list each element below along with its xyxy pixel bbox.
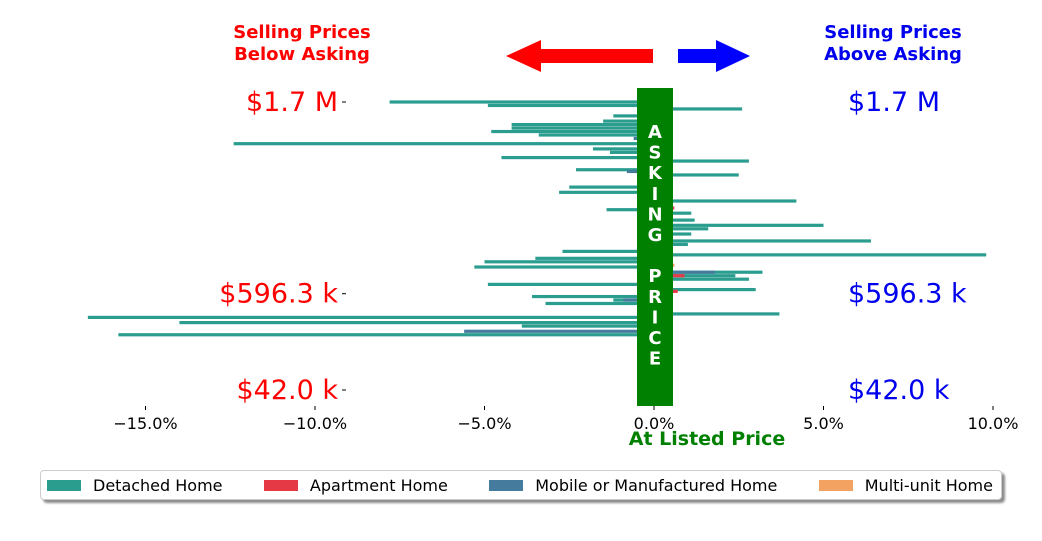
bar [87,315,655,319]
legend-swatch [818,479,853,491]
bar [511,122,654,127]
legend-item: Detached Home [47,476,223,495]
legend-swatch [263,479,298,491]
y-tick-label-right: $1.7 M [848,87,940,118]
bar [569,185,654,189]
left-header-line: Selling Prices [233,22,370,43]
bar [576,168,654,172]
x-tick-label: −15.0% [113,414,177,433]
bar [233,142,654,146]
bar [609,150,654,154]
left-header-line: Below Asking [234,44,370,65]
y-tick-label-left: $42.0 k [236,375,338,406]
x-tick-label: −5.0% [457,414,511,433]
asking-price-bar [637,88,673,406]
y-tick-label-left: $596.3 k [219,279,338,310]
bar [487,282,654,286]
bar [654,253,987,257]
legend-label: Apartment Home [309,475,448,495]
bar [654,274,736,278]
bar [606,208,654,212]
bars-group [87,100,987,337]
bar [474,265,654,269]
legend-swatch [489,479,524,491]
y-tick-label-right: $42.0 k [848,375,950,406]
bar [654,287,756,292]
bar [654,159,749,163]
x-tick-label: 0.0% [634,414,675,433]
legend-item: Multi-unit Home [818,475,993,495]
direction-arrows [506,40,750,72]
bar [464,329,654,333]
bar [654,107,743,111]
bar [562,249,654,253]
bar [545,301,654,306]
bar [487,103,654,108]
bar [484,260,654,264]
legend-swatch [47,479,81,491]
right-header-line: Selling Prices [824,22,961,43]
legend-item: Mobile or Manufactured Home [489,476,777,495]
bar [654,227,709,231]
bar [654,312,780,316]
x-tick-label: 10.0% [968,414,1019,433]
bar [538,133,654,137]
bar [592,147,654,151]
bar [603,119,654,123]
bar [654,239,871,243]
arrow-right-icon [678,40,750,72]
bar [654,173,739,177]
bar [491,129,654,134]
bar [654,199,797,203]
bar [654,223,824,227]
bar [559,190,654,194]
arrow-left-icon [506,40,653,72]
bar [654,218,695,222]
legend: Detached Home Apartment Home Mobile or Man… [40,470,1002,500]
bar [389,100,654,104]
legend-label: Detached Home [93,475,223,495]
y-axis-ticks: $1.7 M $1.7 M $596.3 k $596.3 k $42.0 k $42.0… [219,87,967,406]
bar [511,126,654,130]
right-header-line: Above Asking [824,44,962,65]
bar [179,321,654,325]
bar [521,324,654,328]
x-tick-label: 5.0% [803,414,844,433]
bar [531,294,654,299]
x-tick-label: −10.0% [283,414,347,433]
x-axis-label: At Listed Price [629,428,785,450]
bar [654,277,749,281]
bar [613,114,654,118]
y-tick-label-left: $1.7 M [246,87,338,118]
bar [118,333,654,337]
legend-item: Apartment Home [263,475,448,495]
y-tick-label-right: $596.3 k [848,279,967,310]
bar [535,256,654,260]
bar [501,155,654,160]
bar [654,270,716,274]
legend-label: Mobile or Manufactured Home [535,475,778,495]
legend-label: Multi-unit Home [864,475,993,495]
x-axis-ticks: −15.0% −10.0% −5.0% 0.0% 5.0% 10.0% [113,406,1018,433]
